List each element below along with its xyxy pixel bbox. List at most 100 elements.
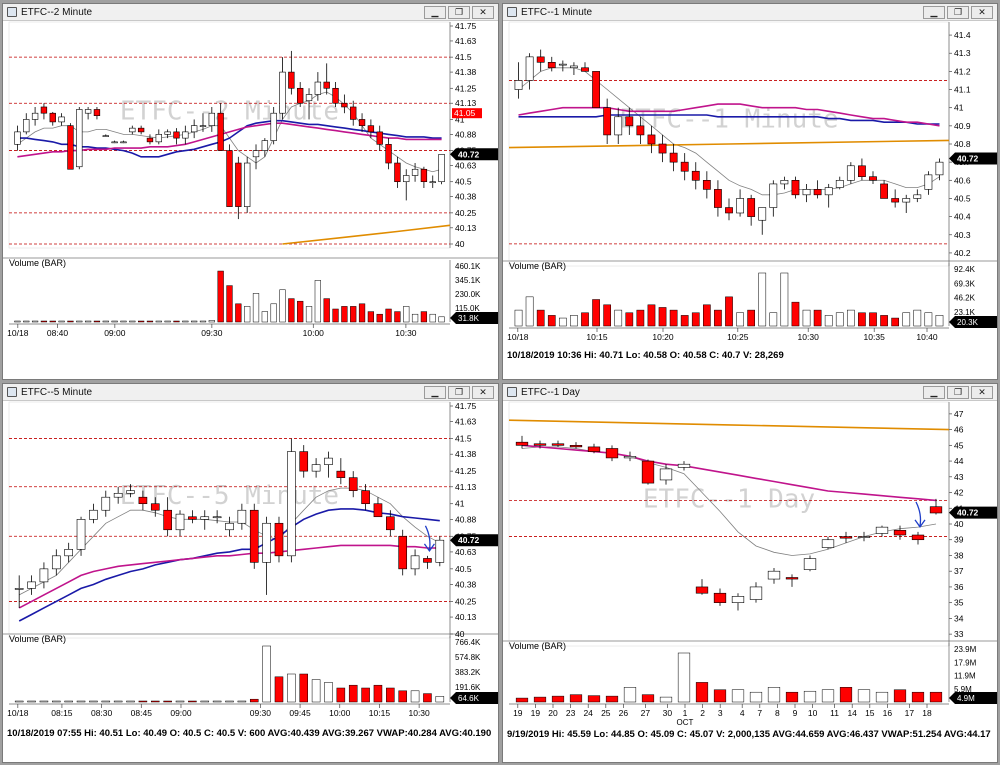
volume-bar — [551, 695, 565, 703]
minimize-button[interactable]: ▁ — [424, 6, 446, 19]
volume-bar — [279, 289, 286, 323]
volume-bar — [120, 320, 127, 323]
candle-up — [261, 140, 269, 151]
volume-bar — [420, 311, 428, 323]
volume-bar — [367, 311, 375, 323]
candle-down — [547, 62, 556, 69]
candle-up — [821, 539, 835, 548]
y-tick-label: 40.2 — [954, 248, 971, 258]
pane-titlebar[interactable]: ETFC--1 Day ▁ ❐ ✕ — [503, 384, 997, 401]
candle-up — [244, 162, 251, 207]
candle-up — [190, 125, 198, 133]
volume-bar — [695, 682, 709, 703]
volume-bar — [659, 696, 673, 703]
pane-titlebar[interactable]: ETFC--1 Minute ▁ ❐ ✕ — [503, 4, 997, 21]
chart-canvas[interactable]: ETFC--1 Day47464544434241403938373635343… — [503, 384, 998, 763]
volume-bar — [736, 312, 744, 327]
candle-up — [155, 134, 162, 143]
candle-down — [813, 189, 822, 196]
y-tick-label: 44 — [954, 456, 964, 466]
window-icon — [507, 7, 517, 17]
volume-bar — [113, 700, 123, 703]
restore-button[interactable]: ❐ — [448, 386, 470, 399]
chart-pane-1-day[interactable]: ETFC--1 Day ▁ ❐ ✕ ETFC--1 Day 47 46 45 44 43 4… — [502, 383, 998, 763]
volume-bar — [533, 696, 547, 703]
chart-pane-1-minute[interactable]: ETFC--1 Minute ▁ ❐ ✕ ETFC--1 Minute 41.4 4… — [502, 3, 998, 380]
x-tick-label: 9 — [793, 708, 798, 718]
volume-tag-label: 31.8K — [458, 314, 480, 323]
minimize-button[interactable]: ▁ — [923, 386, 945, 399]
chart-pane-2-minute[interactable]: ETFC--2 Minute ▁ ❐ ✕ ETFC--2 Minute 41.75… — [2, 3, 499, 380]
restore-button[interactable]: ❐ — [448, 6, 470, 19]
volume-panel-label: Volume (BAR) — [509, 261, 566, 271]
volume-bar — [791, 301, 800, 327]
volume-tick-label: 191.6K — [455, 683, 481, 692]
candle-up — [769, 183, 778, 208]
price-panel-frame — [508, 401, 950, 647]
y-tick-label: 40.38 — [455, 192, 477, 202]
candle-down — [385, 144, 392, 164]
status-line: 9/19/2019 Hi: 45.59 Lo: 44.85 O: 45.09 C… — [507, 729, 991, 740]
volume-tick-label: 766.4K — [455, 638, 481, 647]
pane-titlebar[interactable]: ETFC--2 Minute ▁ ❐ ✕ — [3, 4, 498, 21]
candle-up — [126, 490, 135, 494]
y-tick-label: 40 — [455, 629, 465, 639]
volume-bar — [913, 309, 922, 327]
close-button[interactable]: ✕ — [971, 6, 993, 19]
x-tick-label: 10:15 — [586, 332, 608, 342]
pane-title: ETFC--5 Minute — [21, 387, 93, 398]
candle-down — [137, 127, 145, 133]
volume-bar — [605, 695, 619, 703]
last-price-tag — [450, 534, 498, 547]
candle-down — [420, 168, 428, 183]
candle-up — [212, 516, 222, 519]
y-tick-label: 40 — [954, 519, 964, 529]
volume-tag-label: 4.9M — [957, 694, 975, 703]
volume-bar — [547, 315, 556, 327]
volume-tick-label: 574.8K — [455, 653, 481, 662]
volume-bar — [929, 691, 943, 703]
candle-down — [587, 446, 601, 452]
restore-button[interactable]: ❐ — [947, 6, 969, 19]
chart-pane-5-minute[interactable]: ETFC--5 Minute ▁ ❐ ✕ ETFC--5 Minute 41.75… — [2, 383, 499, 763]
volume-tick-label: 23.1K — [954, 308, 976, 317]
volume-bar — [875, 691, 889, 703]
volume-bar — [758, 272, 767, 327]
candle-down — [297, 87, 304, 104]
candle-up — [287, 451, 296, 557]
volume-tick-label: 17.9M — [954, 658, 977, 667]
volume-panel-label: Volume (BAR) — [9, 634, 66, 644]
y-tick-label: 39 — [954, 535, 964, 545]
close-button[interactable]: ✕ — [472, 386, 494, 399]
candle-down — [358, 119, 366, 126]
x-tick-label: 08:15 — [51, 708, 73, 718]
minimize-button[interactable]: ▁ — [923, 6, 945, 19]
candle-down — [373, 503, 383, 518]
moving-average-orange — [508, 139, 950, 149]
candle-down — [533, 443, 547, 446]
chart-canvas[interactable]: ETFC--1 Minute 41.4 41.3 41.2 41.1 41 40.9 40.8… — [503, 4, 998, 380]
x-tick-label: 27 — [641, 708, 651, 718]
y-tick-label: 37 — [954, 566, 964, 576]
x-tick-label: 10/18 — [507, 332, 529, 342]
x-tick-label: 14 — [847, 708, 857, 718]
close-button[interactable]: ✕ — [971, 386, 993, 399]
last-price-tag — [450, 148, 498, 161]
candle-down — [551, 443, 565, 446]
x-tick-label: 10:00 — [329, 708, 351, 718]
restore-button[interactable]: ❐ — [947, 386, 969, 399]
candle-down — [695, 586, 709, 594]
x-tick-label: 16 — [883, 708, 893, 718]
candle-up — [129, 127, 136, 133]
candle-down — [249, 509, 259, 563]
close-button[interactable]: ✕ — [472, 6, 494, 19]
moving-average-blue — [18, 508, 440, 622]
candle-down — [515, 441, 529, 446]
candle-up — [14, 131, 21, 145]
candle-up — [84, 109, 92, 114]
candle-down — [93, 109, 101, 116]
chart-canvas[interactable]: ETFC--2 Minute 41.75 41.63 41.5 41.38 41.25 41… — [3, 4, 499, 380]
pane-titlebar[interactable]: ETFC--5 Minute ▁ ❐ ✕ — [3, 384, 498, 401]
minimize-button[interactable]: ▁ — [424, 386, 446, 399]
chart-canvas[interactable]: ETFC--5 Minute 41.75 41.63 41.5 41.38 41.25 41… — [3, 384, 499, 763]
